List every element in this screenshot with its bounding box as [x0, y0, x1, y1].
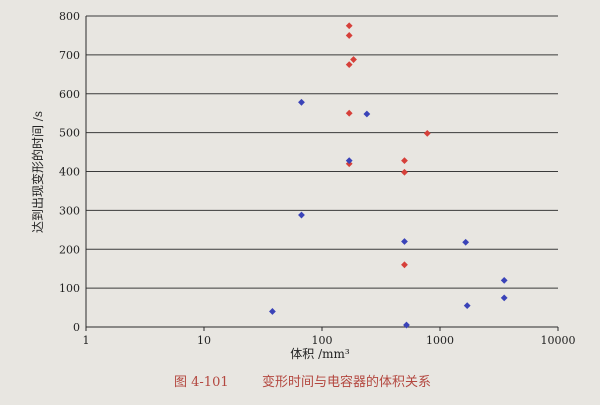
y-tick-label: 700: [59, 49, 80, 62]
blue-data-point: [345, 157, 353, 165]
blue-data-point: [363, 110, 371, 118]
y-axis-title: 达到出现变形的时间 /s: [30, 111, 45, 233]
blue-data-point: [462, 238, 470, 246]
gridlines: [86, 15, 558, 328]
blue-data-point: [500, 294, 508, 302]
blue-data-point: [500, 276, 508, 284]
caption-text: 变形时间与电容器的体积关系: [262, 374, 431, 390]
x-tick-label: 1: [83, 334, 90, 347]
y-tick-label: 100: [59, 282, 80, 295]
x-tick-label: 10000: [541, 334, 576, 347]
x-tick-label: 1000: [426, 334, 454, 347]
red-data-point: [423, 130, 431, 137]
blue-data-point: [401, 238, 408, 245]
y-tick-label: 800: [59, 10, 80, 23]
y-tick-label: 600: [59, 88, 80, 101]
blue-data-point: [463, 302, 471, 310]
x-tick-labels: 1 10 100 1000 10000: [83, 327, 576, 347]
x-tick-label: 100: [312, 334, 333, 347]
x-axis-title: 体积 /mm³: [290, 347, 350, 361]
red-data-point: [401, 157, 408, 165]
red-data-point: [345, 32, 353, 39]
blue-data-point: [403, 321, 410, 329]
blue-data-point: [298, 211, 305, 219]
blue-data-point: [298, 98, 305, 106]
x-tick-label: 10: [197, 334, 211, 347]
y-tick-label: 0: [73, 321, 80, 334]
y-tick-label: 500: [59, 127, 80, 140]
y-tick-label: 400: [59, 166, 80, 179]
red-data-point: [401, 168, 408, 176]
y-tick-labels: 0 100 200 300 400 500 600 700 800: [59, 10, 80, 334]
y-tick-label: 300: [59, 204, 80, 217]
red-data-point: [345, 61, 353, 68]
caption-label: 图 4-101: [174, 375, 229, 390]
red-data-point: [401, 261, 408, 269]
blue-data-point: [269, 308, 276, 315]
red-data-point: [345, 109, 353, 117]
data-points: [269, 22, 508, 329]
y-tick-label: 200: [59, 243, 80, 256]
red-data-point: [350, 56, 357, 63]
red-data-point: [345, 22, 353, 30]
